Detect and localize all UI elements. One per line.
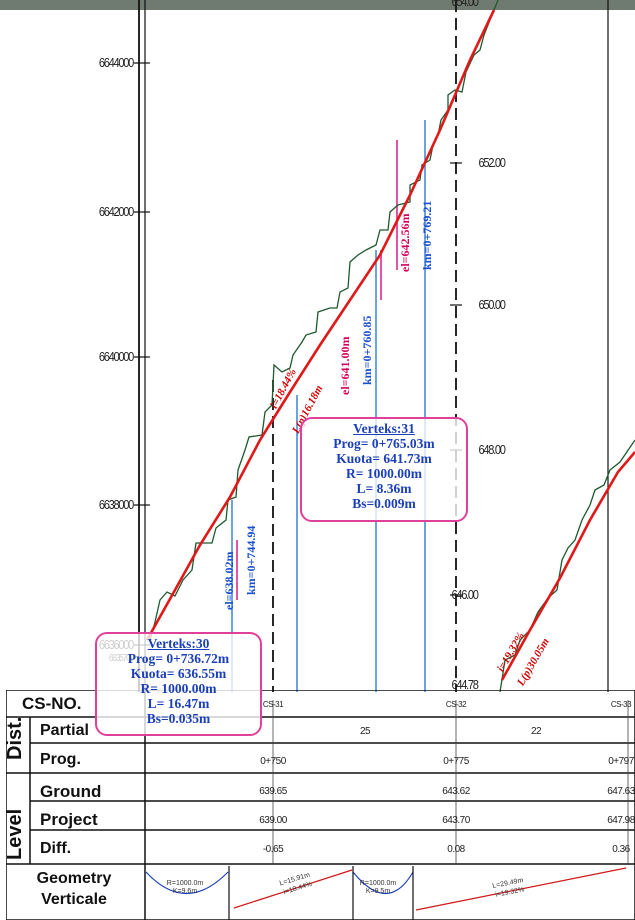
- project-value: 647.98: [607, 815, 635, 826]
- vertex-30-info-box: Verteks:30 Prog= 0+736.72m Kuota= 636.55…: [95, 632, 262, 736]
- vertex-bs: Bs=0.009m: [352, 496, 416, 511]
- right-tick-label: 654.00: [451, 0, 479, 9]
- diff-value: -0.65: [262, 844, 284, 855]
- vertex-bs: Bs=0.035m: [146, 711, 211, 726]
- design-line-2: [500, 451, 635, 681]
- curve-radius-label: R=1000.0m: [359, 880, 397, 887]
- right-tick-label: 644.78: [451, 677, 479, 692]
- vertex-radius: R= 1000.00m: [346, 466, 422, 481]
- right-tick-label: 646.00: [451, 587, 479, 602]
- diff-label: Diff.: [40, 840, 72, 857]
- right-tick-label: 650.00: [478, 297, 506, 312]
- left-tick-label: 6638000: [98, 497, 134, 512]
- sag-curve-symbol-2: [352, 871, 414, 895]
- project-value: 639.00: [259, 815, 287, 826]
- vertex-kuota: Kuota= 636.55m: [130, 666, 227, 681]
- vertex-kuota: Kuota= 641.73m: [336, 451, 432, 466]
- profile-data-table: [6, 690, 635, 920]
- left-tick-label: 6642000: [98, 204, 134, 219]
- partial-distance: 25: [359, 726, 371, 737]
- cs-number: CS-32: [445, 700, 467, 709]
- curve-k-label: K=9.6m: [172, 888, 198, 895]
- ground-value: 647.63: [607, 786, 635, 797]
- curve-k-label: K=9.5m: [365, 888, 391, 895]
- sag-curve-symbol-1: [145, 871, 229, 894]
- cs-no-label: CS-NO.: [22, 694, 82, 713]
- vertex-prog: Prog= 0+765.03m: [333, 436, 435, 451]
- curve-elevation-label: el=641.00m: [338, 336, 352, 396]
- curve-km-label: km=0+760.85: [360, 315, 374, 385]
- left-tick-label: 6644000: [98, 55, 134, 70]
- ground-line: [149, 0, 499, 641]
- grade-symbol-2: [415, 867, 627, 911]
- project-value: 643.70: [442, 815, 470, 826]
- partial-label: Partial: [40, 722, 89, 739]
- ground-line-2: [499, 439, 635, 692]
- right-tick-label: 652.00: [478, 155, 506, 170]
- verticale-label: Verticale: [41, 891, 107, 908]
- geometry-label: Geometry: [36, 870, 112, 887]
- cs-number: CS-33: [610, 700, 632, 709]
- ground-value: 643.62: [442, 786, 470, 797]
- curve-elevation-label: el=642.56m: [398, 213, 412, 273]
- photo-top-strip: [0, 0, 635, 10]
- left-tick-label: 6640000: [98, 349, 134, 364]
- diff-value: 0.08: [447, 844, 465, 855]
- right-tick-label: 648.00: [478, 442, 506, 457]
- station-dashed-lines: [272, 0, 457, 692]
- prog-value: 0+750: [260, 756, 286, 767]
- ground-value: 639.65: [259, 786, 287, 797]
- design-line: [145, 9, 496, 641]
- vertex-title: Verteks:30: [147, 636, 210, 651]
- partial-distance: 22: [530, 726, 542, 737]
- vertex-length: L= 16.47m: [147, 696, 210, 711]
- blue-station-lines: [231, 120, 426, 692]
- vertex-title: Verteks:31: [353, 421, 415, 436]
- curve-elevation-label: el=638.02m: [222, 551, 236, 611]
- dist-label: Dist.: [4, 716, 26, 760]
- ground-label: Ground: [40, 782, 102, 801]
- vertex-radius: R= 1000.00m: [140, 681, 217, 696]
- magenta-markers: [236, 140, 398, 600]
- vertex-prog: Prog= 0+736.72m: [127, 651, 230, 666]
- longitudinal-profile: [134, 0, 635, 692]
- vertex-31-info-box: Verteks:31 Prog= 0+765.03m Kuota= 641.73…: [300, 417, 468, 522]
- diff-value: 0.36: [612, 844, 630, 855]
- left-tick-marks: [134, 62, 150, 646]
- curve-radius-label: R=1000.0m: [166, 880, 204, 887]
- prog-value: 0+775: [443, 756, 469, 767]
- curve-km-label: km=0+769.21: [420, 200, 434, 270]
- level-label: Level: [4, 808, 26, 860]
- curve-km-label: km=0+744.94: [244, 525, 258, 595]
- prog-value: 0+797: [608, 756, 634, 767]
- cs-number: CS-31: [262, 700, 284, 709]
- grade-symbol-1: [233, 869, 353, 909]
- project-label: Project: [40, 810, 98, 829]
- prog-label: Prog.: [40, 751, 81, 768]
- vertex-length: L= 8.36m: [356, 481, 412, 496]
